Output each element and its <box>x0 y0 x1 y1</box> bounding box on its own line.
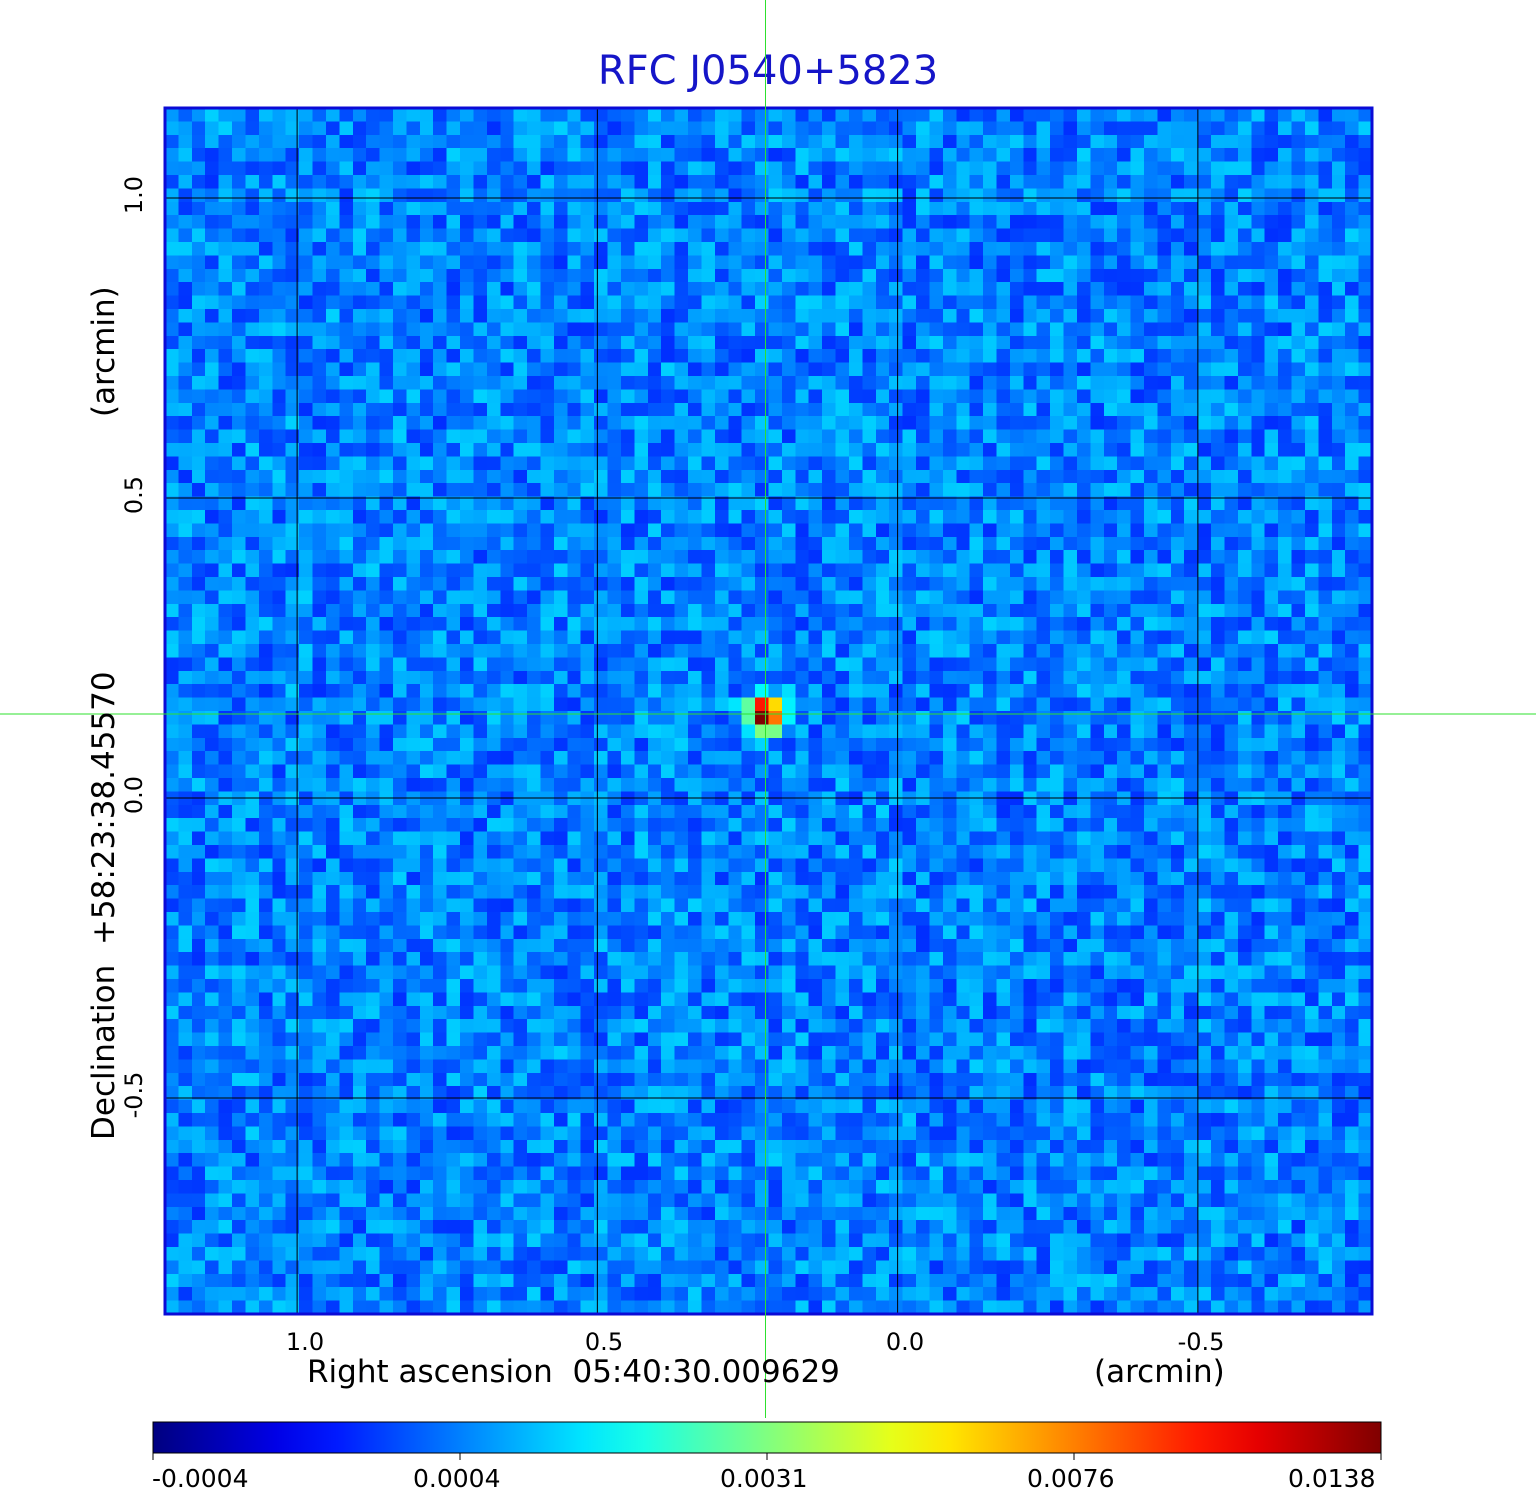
intensity-map <box>165 108 1372 1314</box>
x-tick-label-1: 0.5 <box>584 1328 624 1356</box>
chart-title: RFC J0540+5823 <box>597 48 939 94</box>
y-axis-label: Declination +58:23:38.45570 <box>86 671 122 1140</box>
y-tick-label-0: 1.0 <box>120 175 148 215</box>
y-tick-label-2: 0.0 <box>120 775 148 815</box>
x-tick-label-2: 0.0 <box>885 1328 925 1356</box>
x-axis-label: Right ascension 05:40:30.009629 <box>307 1354 840 1390</box>
y-tick-label-3: -0.5 <box>120 1071 148 1119</box>
colorbar-tick-1: 0.0004 <box>413 1464 501 1493</box>
y-axis-unit: (arcmin) <box>86 286 122 417</box>
colorbar-tick-3: 0.0076 <box>1027 1464 1115 1493</box>
x-axis-unit: (arcmin) <box>1094 1354 1225 1390</box>
colorbar <box>152 1421 1382 1454</box>
colorbar-tick-0: -0.0004 <box>152 1464 249 1493</box>
y-tick-label-1: 0.5 <box>120 475 148 515</box>
x-tick-label-0: 1.0 <box>285 1328 325 1356</box>
x-tick-label-3: -0.5 <box>1177 1328 1225 1356</box>
plot-frame <box>163 106 1374 1316</box>
colorbar-tick-4: 0.0138 <box>1288 1464 1376 1493</box>
colorbar-tick-2: 0.0031 <box>720 1464 808 1493</box>
